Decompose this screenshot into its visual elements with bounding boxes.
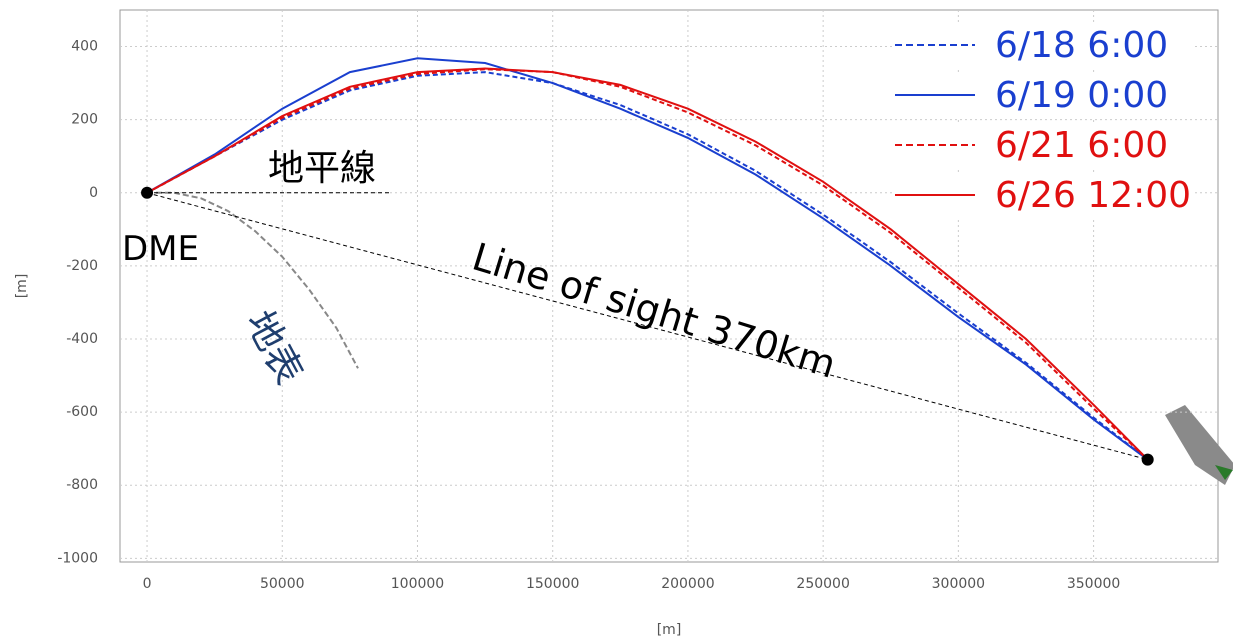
point-marker xyxy=(141,187,153,199)
x-tick-label: 50000 xyxy=(260,576,305,592)
chart: 0 50000 100000 150000 200000 250000 300000 3500… xyxy=(0,0,1233,644)
horizon-label: 地平線 xyxy=(268,148,376,189)
y-axis-label: [m] xyxy=(14,274,30,299)
x-tick-label: 200000 xyxy=(661,576,714,592)
x-tick-label: 300000 xyxy=(932,576,985,592)
y-tick-label: -600 xyxy=(66,404,98,420)
legend-label: 6/19 0:00 xyxy=(995,75,1168,116)
x-tick-label: 100000 xyxy=(391,576,444,592)
surface-label: 地表 xyxy=(237,304,312,392)
legend-label: 6/26 12:00 xyxy=(995,175,1191,216)
y-tick-label: 200 xyxy=(71,112,98,128)
x-tick-label: 150000 xyxy=(526,576,579,592)
dme-label: DME xyxy=(122,229,199,269)
x-tick-label: 350000 xyxy=(1067,576,1120,592)
y-tick-label: -800 xyxy=(66,477,98,493)
line-of-sight-label: Line of sight 370km xyxy=(467,235,840,387)
legend-label: 6/21 6:00 xyxy=(995,125,1168,166)
y-tick-label: -400 xyxy=(66,331,98,347)
x-tick-label: 0 xyxy=(143,576,152,592)
x-tick-label: 250000 xyxy=(796,576,849,592)
point-marker xyxy=(1142,454,1154,466)
y-tick-label: 0 xyxy=(89,185,98,201)
y-tick-label: 400 xyxy=(71,39,98,55)
aircraft-icon xyxy=(1165,405,1233,485)
y-tick-label: -200 xyxy=(66,258,98,274)
x-axis-label: [m] xyxy=(657,622,682,638)
legend-label: 6/18 6:00 xyxy=(995,25,1168,66)
y-tick-label: -1000 xyxy=(57,550,98,566)
